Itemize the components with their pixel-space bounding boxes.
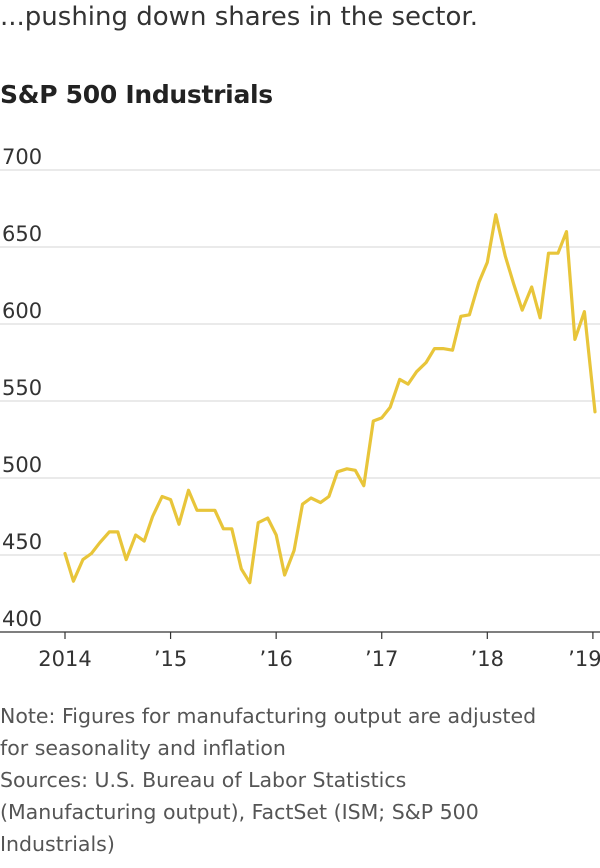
chart-footnote: Note: Figures for manufacturing output a… bbox=[0, 700, 600, 860]
y-tick-label: 550 bbox=[2, 376, 42, 400]
series-line bbox=[63, 213, 597, 585]
x-tick-label: 2014 bbox=[38, 647, 91, 671]
note-line-1: Note: Figures for manufacturing output a… bbox=[0, 704, 537, 728]
lead-text: ...pushing down shares in the sector. bbox=[0, 2, 478, 32]
gridlines bbox=[0, 169, 600, 556]
x-tick-label: ’19 bbox=[568, 647, 600, 671]
sources-line-2: (Manufacturing output), FactSet (ISM; S&… bbox=[0, 800, 479, 824]
y-tick-label: 400 bbox=[2, 607, 42, 631]
chart-title: S&P 500 Industrials bbox=[0, 80, 273, 109]
series-group bbox=[63, 213, 597, 585]
x-axis: 2014 ’15 ’16 ’17 ’18 ’19 bbox=[0, 631, 600, 671]
x-tick-label: ’15 bbox=[154, 647, 187, 671]
y-tick-label: 650 bbox=[2, 222, 42, 246]
sources-line-1: Sources: U.S. Bureau of Labor Statistics bbox=[0, 768, 407, 792]
x-tick-label: ’16 bbox=[259, 647, 292, 671]
y-tick-label: 450 bbox=[2, 530, 42, 554]
note-line-2: for seasonality and inflation bbox=[0, 736, 286, 760]
y-tick-label: 600 bbox=[2, 299, 42, 323]
line-chart: 400 450 500 550 600 650 700 2014 ’15 ’16 ’17 ’18 ’1… bbox=[0, 145, 600, 671]
y-axis-ticks: 400 450 500 550 600 650 700 bbox=[2, 145, 42, 631]
y-tick-label: 500 bbox=[2, 453, 42, 477]
x-tick-label: ’18 bbox=[471, 647, 504, 671]
y-tick-label: 700 bbox=[2, 145, 42, 169]
x-tick-label: ’17 bbox=[365, 647, 398, 671]
sources-line-3: Industrials) bbox=[0, 832, 115, 856]
